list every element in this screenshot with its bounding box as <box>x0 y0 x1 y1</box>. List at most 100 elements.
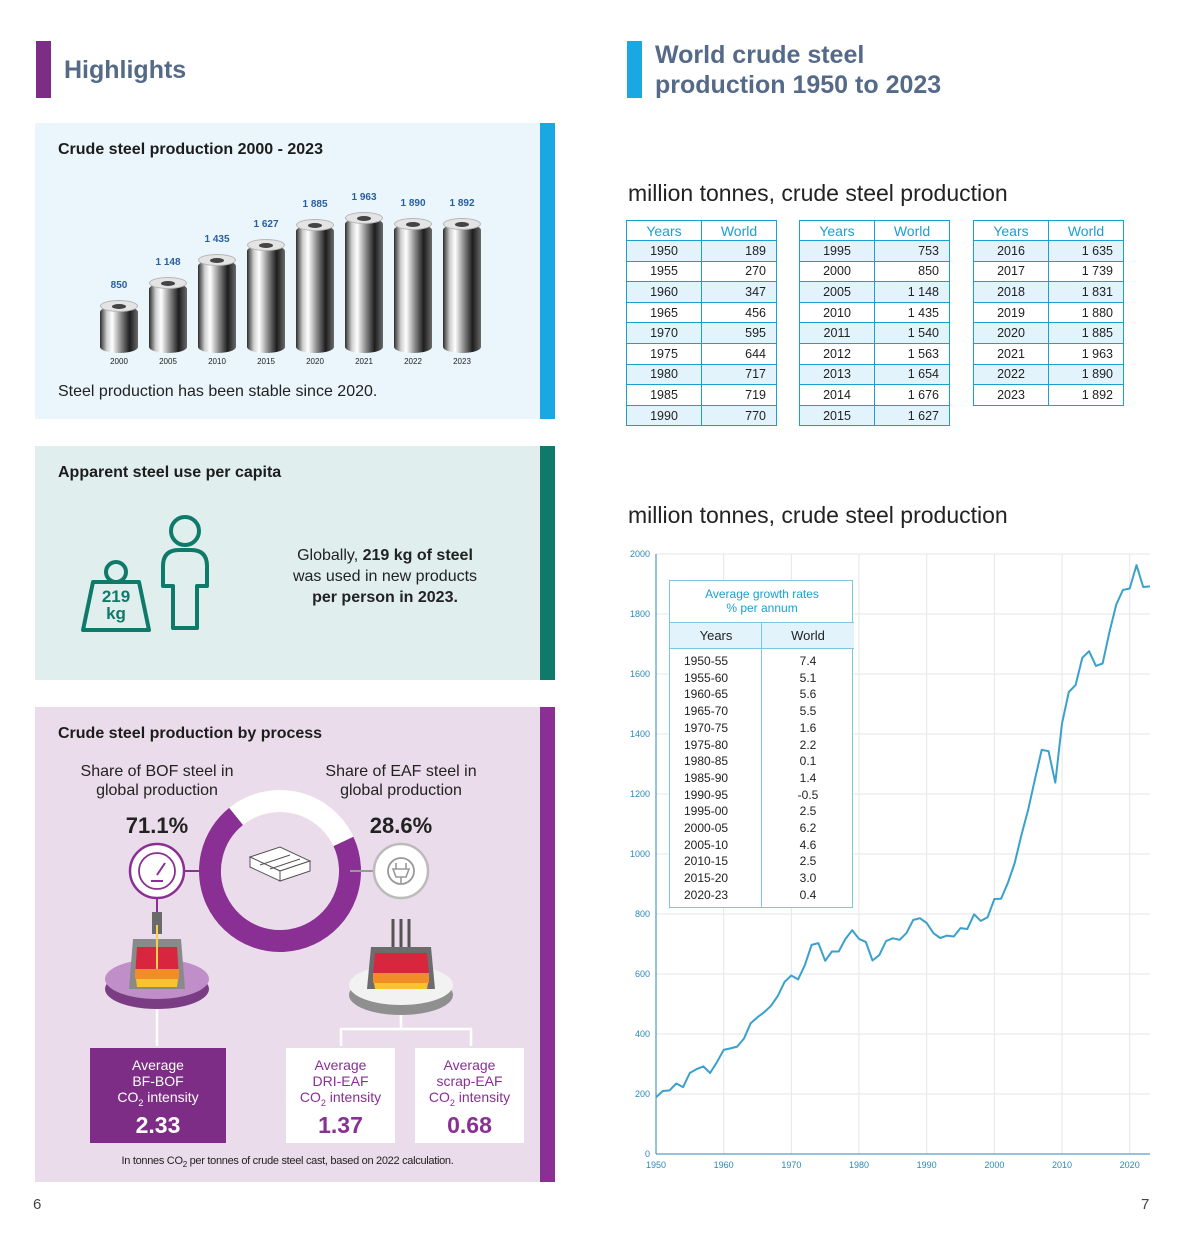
cylinder-bar <box>149 277 187 353</box>
growth-row: 2020-23 0.4 <box>670 888 854 905</box>
y-tick-label: 800 <box>635 909 650 919</box>
title-line-1: World crude steel <box>655 41 865 69</box>
year-cell: 1950 <box>626 240 702 262</box>
bar-value-label: 1 627 <box>253 219 279 230</box>
world-cell: 1 148 <box>874 281 950 303</box>
x-tick-label: 2010 <box>1052 1160 1072 1170</box>
table-row: 1975 644 <box>626 342 777 365</box>
bar-year-label: 2022 <box>404 357 422 366</box>
scrap-eaf-intensity-box: Average scrap-EAF CO2 intensity 0.68 <box>415 1048 524 1143</box>
growth-period: 1975-80 <box>684 737 729 752</box>
world-cell: 1 627 <box>874 404 950 427</box>
table-row: 1995 753 <box>799 240 950 262</box>
growth-row: 1960-65 5.6 <box>670 687 854 704</box>
text-prefix: Globally, <box>297 547 363 564</box>
world-cell: 1 885 <box>1048 322 1124 344</box>
bar-year-label: 2005 <box>159 357 177 366</box>
weight-value: 219 kg <box>79 588 153 622</box>
world-cell: 1 739 <box>1048 260 1124 283</box>
table-row: 2021 1 963 <box>973 342 1124 365</box>
growth-period: 1980-85 <box>684 754 729 769</box>
production-table: Years World 1950 189 1955 270 1960 347 1965 456 19… <box>626 220 777 427</box>
world-cell: 1 435 <box>874 301 950 324</box>
growth-period: 1985-90 <box>684 770 729 785</box>
production-table: Years World 1995 753 2000 850 2005 1 148 2010 1 4… <box>799 220 950 427</box>
dri-eaf-intensity-box: Average DRI-EAF CO2 intensity 1.37 <box>286 1048 395 1143</box>
growth-row: 2005-10 4.6 <box>670 838 854 855</box>
year-cell: 2012 <box>799 342 875 365</box>
growth-period: 2000-05 <box>684 821 729 835</box>
year-cell: 2019 <box>973 301 1049 324</box>
year-cell: 1985 <box>626 384 702 406</box>
panel-accent-stripe <box>540 707 555 1182</box>
highlights-accent-bar <box>36 41 51 98</box>
cylinder-bar <box>394 218 432 353</box>
growth-period: 1950-55 <box>684 654 729 668</box>
growth-row: 1965-70 5.5 <box>670 704 854 721</box>
growth-period: 2015-20 <box>684 871 729 886</box>
world-cell: 719 <box>701 384 777 406</box>
growth-row: 1990-95 -0.5 <box>670 788 854 805</box>
table-row: 1970 595 <box>626 322 777 344</box>
header-world: World <box>701 220 777 241</box>
y-tick-label: 1200 <box>630 789 650 799</box>
x-tick-label: 1970 <box>781 1160 801 1170</box>
text-mid: was used in new products <box>292 568 478 585</box>
box-line-2: BF-BOF <box>132 1073 184 1089</box>
box-line-3: CO2 intensity <box>428 1089 511 1108</box>
box-line-1: Average <box>443 1057 496 1073</box>
header-world: World <box>1048 220 1124 241</box>
growth-row: 1985-90 1.4 <box>670 771 854 788</box>
growth-period: 2020-23 <box>684 887 729 902</box>
bof-furnace-icon <box>105 898 209 1009</box>
world-cell: 1 963 <box>1048 342 1124 365</box>
year-cell: 2016 <box>973 240 1049 262</box>
cylinder-bar <box>296 219 334 353</box>
year-cell: 2023 <box>973 384 1049 406</box>
page-number-left: 6 <box>33 1196 42 1213</box>
cylinder-bar <box>443 218 481 353</box>
table-row: 2018 1 831 <box>973 281 1124 303</box>
bof-label: Share of BOF steel in global production <box>57 762 257 800</box>
table-row: 2014 1 676 <box>799 384 950 406</box>
cylinder-bar <box>345 212 383 353</box>
cylinder-bar <box>100 300 138 353</box>
text-bold: 219 kg of steel <box>362 547 473 564</box>
growth-divider <box>761 622 762 908</box>
y-tick-label: 1000 <box>630 849 650 859</box>
y-tick-label: 0 <box>645 1149 650 1159</box>
table-row: 2023 1 892 <box>973 384 1124 406</box>
text-bold-2: per person in 2023. <box>312 589 458 606</box>
eaf-furnace-icon <box>349 919 453 1015</box>
growth-row: 1975-80 2.2 <box>670 738 854 755</box>
box-line-1: Average <box>314 1057 367 1073</box>
year-cell: 2010 <box>799 301 875 324</box>
bof-label-line-2: global production <box>96 782 218 799</box>
growth-period: 1960-65 <box>684 687 729 702</box>
world-cell: 270 <box>701 260 777 283</box>
table-row: 2015 1 627 <box>799 404 950 427</box>
year-cell: 2020 <box>973 322 1049 344</box>
cylinder-bar <box>247 239 285 353</box>
growth-period: 2005-10 <box>684 837 729 852</box>
growth-row: 1950-55 7.4 <box>670 654 854 671</box>
x-tick-label: 2000 <box>984 1160 1004 1170</box>
world-cell: 347 <box>701 281 777 303</box>
production-caption: Steel production has been stable since 2… <box>58 383 378 400</box>
table-row: 2010 1 435 <box>799 301 950 324</box>
table-row: 1950 189 <box>626 240 777 262</box>
growth-row: 2010-15 2.5 <box>670 854 854 871</box>
world-cell: 717 <box>701 363 777 386</box>
year-cell: 1980 <box>626 363 702 386</box>
world-cell: 1 831 <box>1048 281 1124 303</box>
production-line-chart: 0 200 400 600 800 1000 1200 1400 1600 1800 2000 195… <box>630 549 1151 1170</box>
year-cell: 1955 <box>626 260 702 283</box>
bar-year-label: 2015 <box>257 357 275 366</box>
world-cell: 1 635 <box>1048 240 1124 262</box>
year-cell: 2018 <box>973 281 1049 303</box>
year-cell: 1960 <box>626 281 702 303</box>
growth-rate: 2.2 <box>799 737 817 752</box>
person-icon <box>161 515 209 630</box>
year-cell: 1990 <box>626 404 702 427</box>
year-cell: 2022 <box>973 363 1049 386</box>
